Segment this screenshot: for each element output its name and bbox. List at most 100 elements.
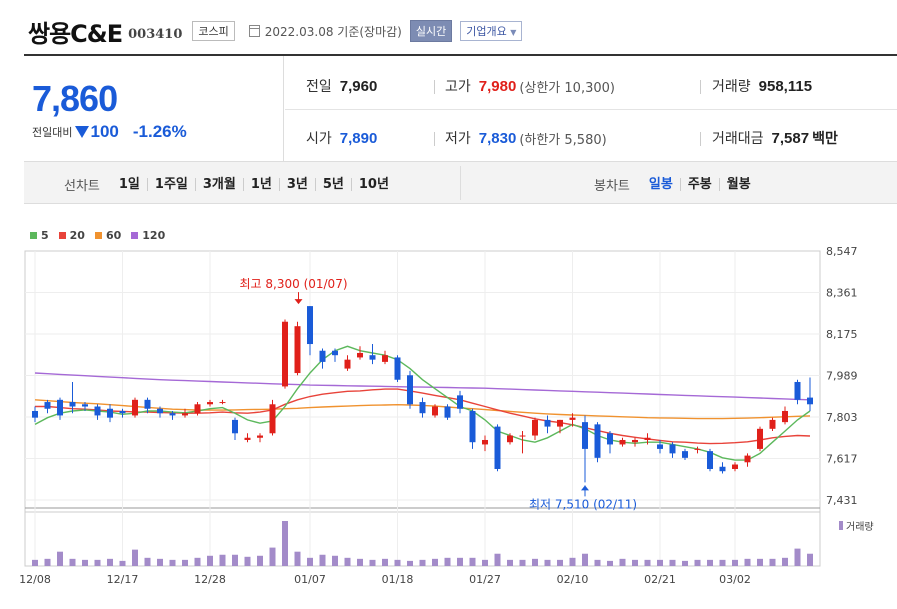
divider bbox=[434, 132, 435, 146]
candle-period-tab[interactable]: 주봉 bbox=[679, 178, 719, 191]
x-tick-label: 12/17 bbox=[107, 573, 139, 586]
company-overview-dropdown[interactable]: 기업개요 ▼ bbox=[460, 21, 523, 41]
candle-body bbox=[432, 406, 438, 416]
volume-bar bbox=[32, 559, 38, 566]
line-chart-label: 선차트 bbox=[64, 179, 100, 194]
candle-body bbox=[357, 352, 363, 358]
candle-body bbox=[257, 435, 263, 438]
candle-body bbox=[457, 395, 463, 409]
x-tick-label: 03/02 bbox=[719, 573, 751, 586]
line-period-tab[interactable]: 10년 bbox=[350, 178, 396, 191]
volume-bar bbox=[94, 559, 101, 566]
candle-body bbox=[407, 375, 413, 405]
amount-unit: 백만 bbox=[812, 131, 838, 147]
volume-bar bbox=[157, 558, 163, 566]
row-divider bbox=[285, 109, 897, 110]
change-row: 전일대비 100 -1.26% bbox=[32, 122, 187, 142]
volume-bar bbox=[419, 559, 426, 566]
company-overview-label: 기업개요 bbox=[466, 25, 507, 38]
volume-bar bbox=[144, 557, 151, 566]
candle-body bbox=[544, 419, 551, 427]
volume-bar bbox=[507, 559, 513, 566]
low-arrow-head bbox=[581, 485, 589, 491]
ma5-line bbox=[34, 345, 811, 461]
volume-bar bbox=[469, 557, 476, 566]
volume-bar bbox=[107, 558, 113, 566]
stock-name: 쌍용C&E bbox=[28, 19, 123, 48]
open-label: 시가 bbox=[306, 131, 332, 147]
candle-body bbox=[269, 404, 276, 434]
candle-body bbox=[132, 399, 138, 416]
low-price: 저가 7,830 (하한가 5,580) bbox=[445, 128, 607, 148]
price-summary: 7,860 전일대비 100 -1.26% 전일 7,960 고가 7,980 … bbox=[24, 54, 897, 162]
legend-swatch bbox=[30, 232, 37, 239]
market-badge: 코스피 bbox=[192, 21, 235, 41]
candle-chart-label: 봉차트 bbox=[594, 179, 630, 194]
legend-swatch bbox=[94, 232, 102, 239]
line-chart-tabs: 선차트 1일 1주일 3개월 1년 3년 5년 10년 bbox=[64, 175, 396, 194]
volume-bar bbox=[757, 558, 763, 566]
candle-body bbox=[482, 439, 488, 445]
x-tick-label: 01/27 bbox=[469, 573, 501, 586]
volume-bar bbox=[357, 558, 363, 566]
legend-item: 20 bbox=[58, 229, 85, 242]
low-label: 저가 bbox=[445, 131, 471, 147]
line-period-tab[interactable]: 1일 bbox=[118, 177, 140, 192]
volume-bar bbox=[669, 559, 676, 566]
candle-body bbox=[757, 428, 763, 449]
candle-body bbox=[182, 413, 188, 416]
volume-bar bbox=[544, 559, 551, 566]
candle-body bbox=[369, 355, 376, 360]
line-period-tab[interactable]: 3년 bbox=[278, 178, 315, 191]
candle-body bbox=[232, 419, 238, 434]
line-period-tab[interactable]: 5년 bbox=[314, 178, 351, 191]
chart-legend: 5 20 60 120 bbox=[30, 229, 175, 242]
line-period-tab[interactable]: 1주일 bbox=[146, 178, 195, 191]
candle-body bbox=[307, 306, 313, 345]
prev-close-label: 전일 bbox=[306, 79, 332, 95]
volume-label: 거래량 bbox=[712, 79, 751, 95]
volume: 거래량 958,115 bbox=[712, 76, 812, 96]
candle-period-tab[interactable]: 월봉 bbox=[718, 178, 758, 191]
volume-bar bbox=[457, 557, 463, 566]
candle-body bbox=[782, 410, 788, 423]
y-tick-label: 8,175 bbox=[826, 328, 858, 341]
candle-body bbox=[557, 419, 563, 427]
volume-bar bbox=[619, 558, 626, 566]
amount-value: 7,587 bbox=[771, 129, 810, 147]
volume-bar bbox=[644, 559, 651, 566]
volume-bar bbox=[444, 557, 451, 566]
candle-body bbox=[94, 406, 101, 416]
candle-body bbox=[444, 406, 451, 418]
volume-bar bbox=[532, 558, 538, 566]
candle-body bbox=[107, 408, 113, 418]
open-price: 시가 7,890 bbox=[306, 128, 377, 148]
legend-label: 20 bbox=[69, 229, 85, 242]
legend-item: 120 bbox=[131, 229, 165, 242]
lower-limit: (하한가 5,580) bbox=[519, 132, 607, 148]
stock-code: 003410 bbox=[128, 26, 183, 42]
line-period-tab[interactable]: 3개월 bbox=[194, 178, 243, 191]
candle-body bbox=[582, 422, 588, 449]
line-period-tab[interactable]: 1년 bbox=[242, 178, 279, 191]
divider bbox=[700, 80, 701, 94]
candle-body bbox=[707, 451, 713, 469]
y-tick-label: 7,431 bbox=[826, 494, 858, 507]
candle-body bbox=[207, 402, 213, 405]
candle-body bbox=[494, 426, 501, 469]
volume-bar bbox=[432, 558, 438, 566]
down-triangle-icon bbox=[75, 126, 90, 138]
candle-period-tab[interactable]: 일봉 bbox=[648, 177, 673, 192]
current-price-box: 7,860 전일대비 100 -1.26% bbox=[24, 56, 284, 162]
calendar-icon bbox=[248, 25, 260, 37]
volume-bar bbox=[732, 559, 738, 566]
prev-close: 전일 7,960 bbox=[306, 76, 377, 96]
candle-body bbox=[807, 397, 813, 405]
volume-bar bbox=[44, 558, 51, 566]
change-percent: -1.26% bbox=[132, 122, 187, 141]
candle-body bbox=[469, 410, 476, 443]
y-tick-label: 7,617 bbox=[826, 453, 858, 466]
volume-bar bbox=[182, 559, 188, 566]
realtime-button[interactable]: 실시간 bbox=[409, 20, 453, 42]
